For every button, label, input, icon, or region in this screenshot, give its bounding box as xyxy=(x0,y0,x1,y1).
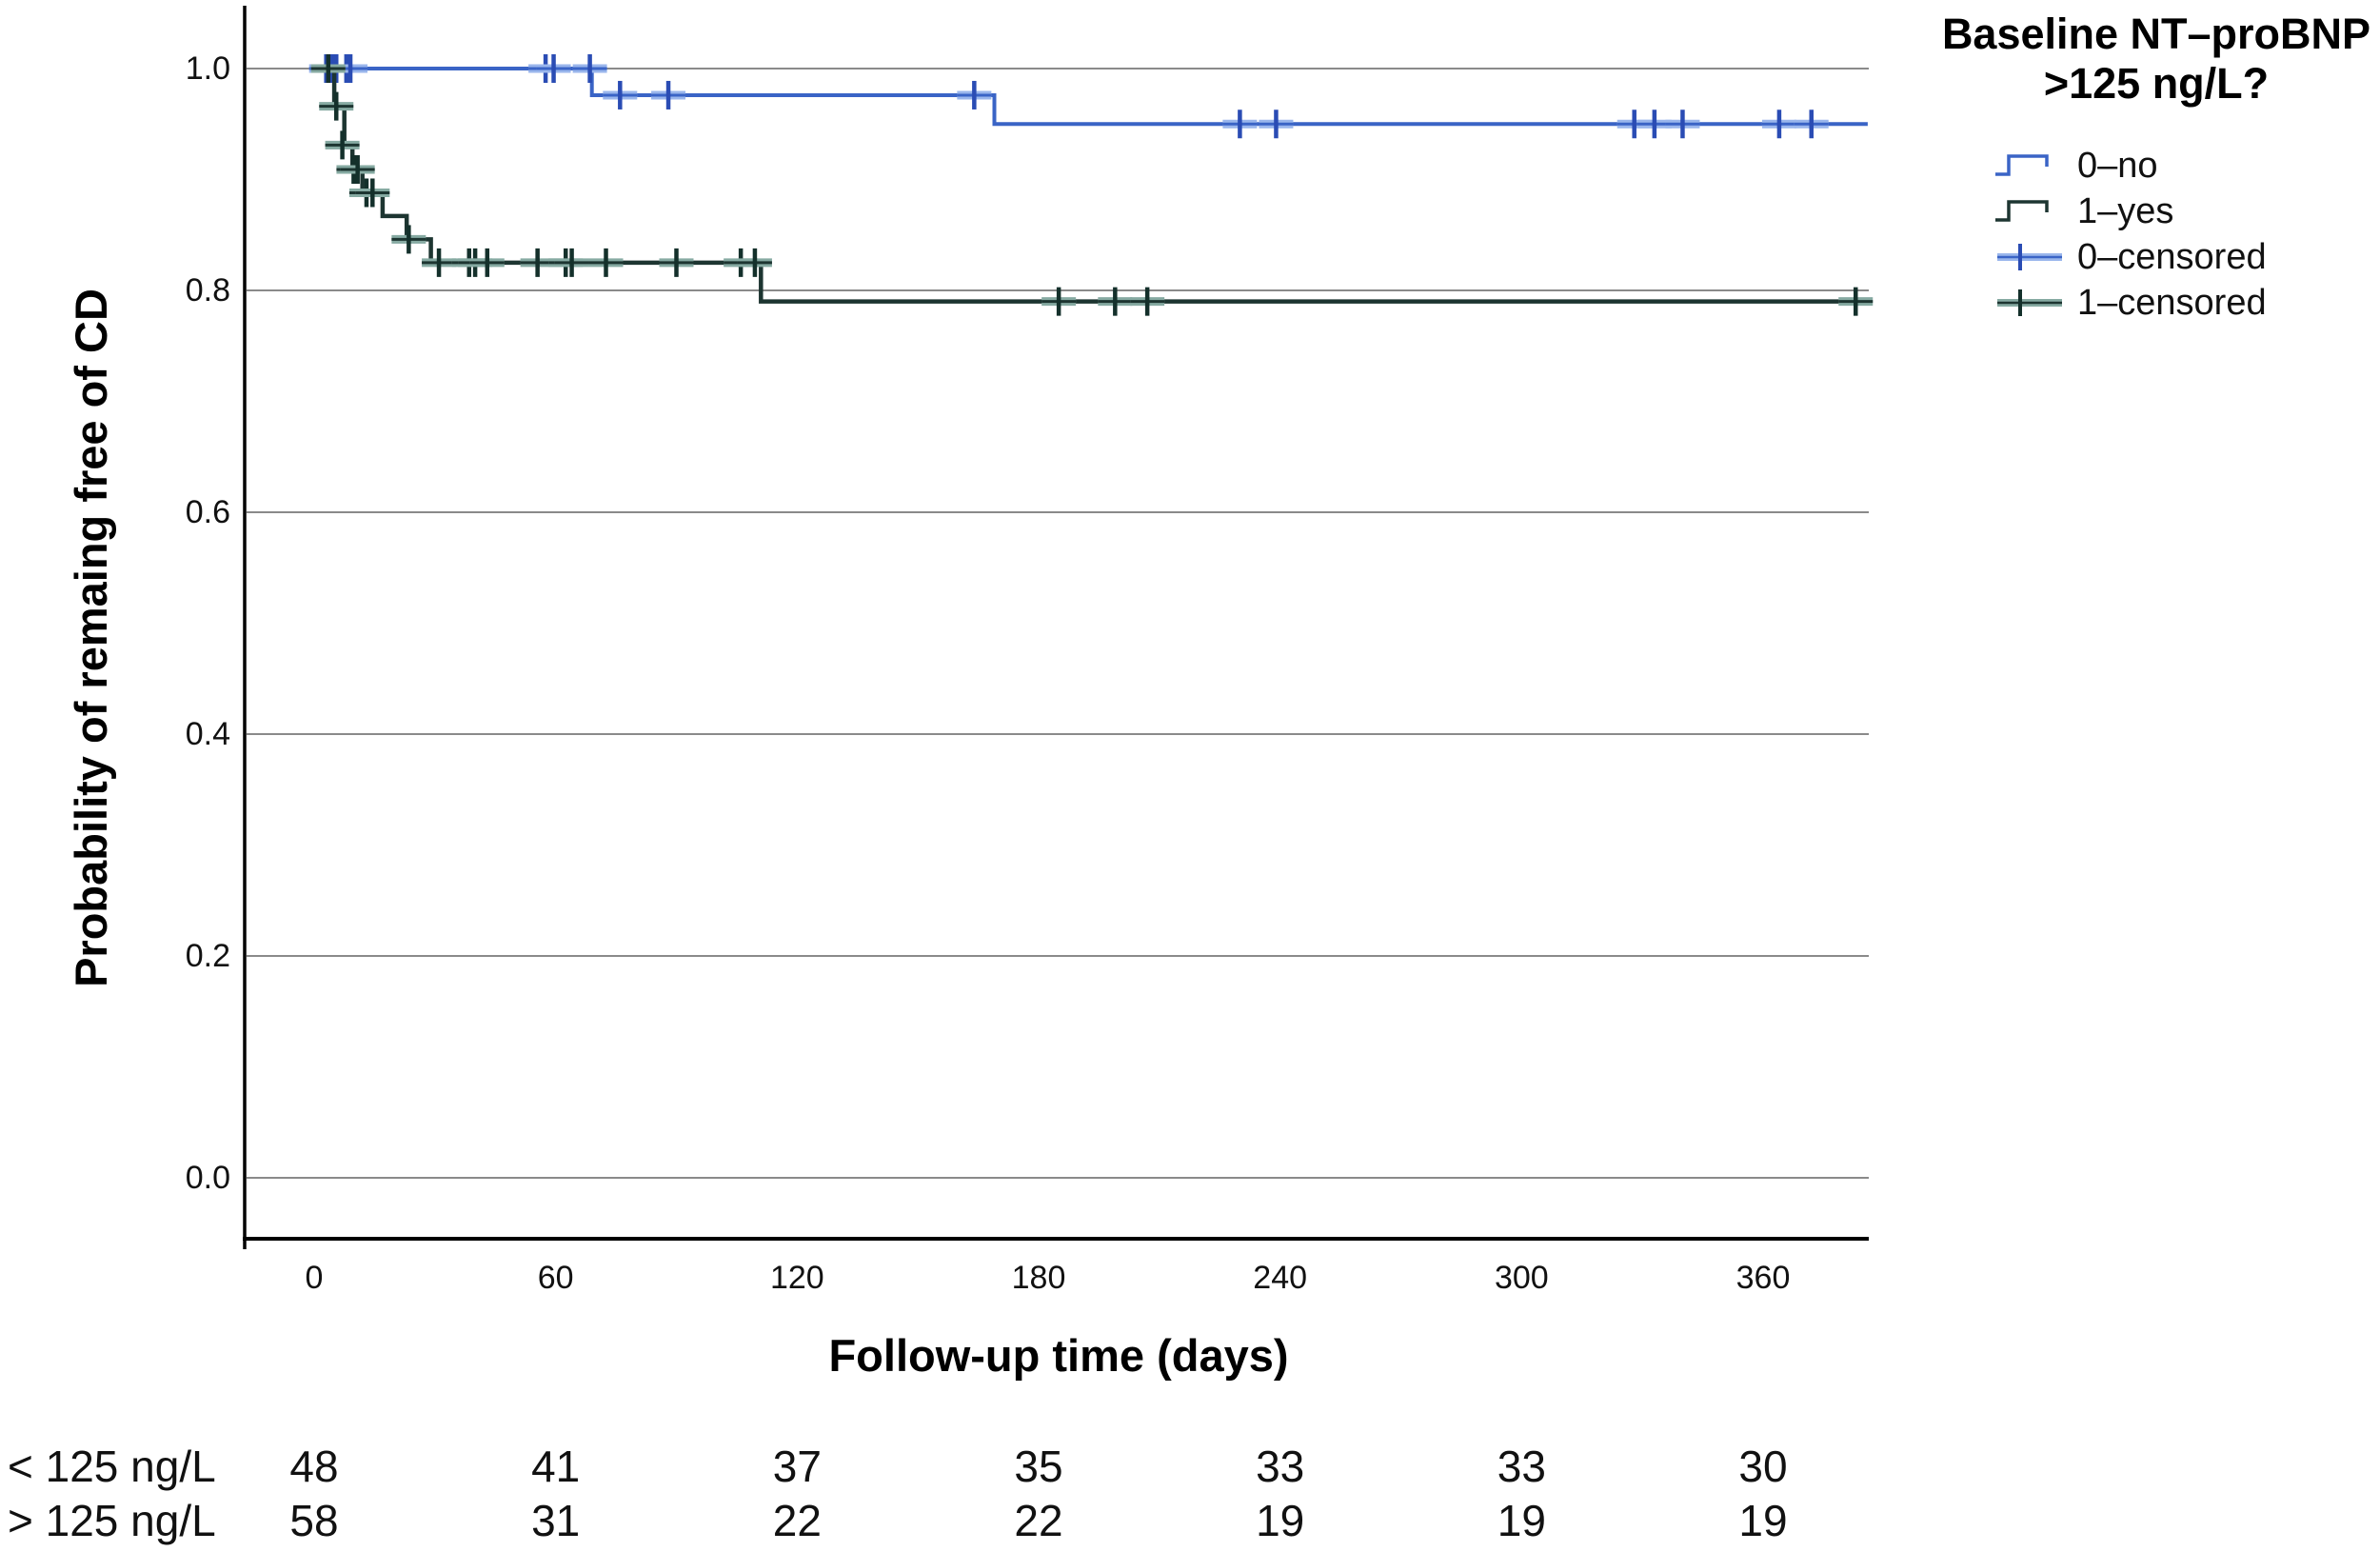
y-tick-label-0.8: 0.8 xyxy=(185,272,230,308)
y-tick-label-0.0: 0.0 xyxy=(185,1160,230,1196)
legend-entry-1-yes: 1–yes xyxy=(1992,189,2267,234)
legend: Baseline NT–proBNP >125 ng/L? 0–no 1–yes… xyxy=(1933,10,2380,323)
legend-title-line2: >125 ng/L? xyxy=(2043,59,2270,108)
y-tick-label-0.2: 0.2 xyxy=(185,938,230,974)
step-line-icon xyxy=(1995,154,2049,176)
x-axis-title: Follow-up time (days) xyxy=(828,1330,1289,1381)
y-tick-label-1.0: 1.0 xyxy=(185,50,230,87)
risk-row-label-above-125: > 125 ng/L xyxy=(8,1496,216,1545)
x-tick-label-300: 300 xyxy=(1494,1260,1549,1296)
legend-entry-label: 0–censored xyxy=(2077,236,2267,277)
risk-value-r1-t240: 19 xyxy=(1256,1496,1305,1545)
x-tick-label-240: 240 xyxy=(1253,1260,1308,1296)
censor-plus-icon xyxy=(1997,244,2062,270)
legend-entry-label: 1–censored xyxy=(2077,282,2267,323)
x-tick-label-60: 60 xyxy=(537,1260,574,1296)
legend-entries: 0–no 1–yes 0–censored 1–censored xyxy=(1992,143,2267,326)
risk-value-r0-t120: 37 xyxy=(772,1442,822,1491)
step-glyph xyxy=(1995,154,2049,176)
legend-entry-label: 0–no xyxy=(2077,145,2158,186)
y-tick-label-0.6: 0.6 xyxy=(185,494,230,530)
risk-value-r0-t360: 30 xyxy=(1738,1442,1788,1491)
risk-value-r0-t300: 33 xyxy=(1497,1442,1546,1491)
legend-entry-0-no: 0–no xyxy=(1992,143,2267,189)
risk-value-r1-t60: 31 xyxy=(531,1496,581,1545)
risk-value-r0-t0: 48 xyxy=(289,1442,339,1491)
legend-entry-label: 1–yes xyxy=(2077,190,2174,231)
risk-value-r1-t120: 22 xyxy=(772,1496,822,1545)
risk-value-r1-t360: 19 xyxy=(1738,1496,1788,1545)
y-axis-title: Probability of remaing free of CD xyxy=(66,289,116,987)
x-tick-label-120: 120 xyxy=(769,1260,824,1296)
risk-value-r1-t0: 58 xyxy=(289,1496,339,1545)
risk-value-r1-t300: 19 xyxy=(1497,1496,1546,1545)
risk-row-label-below-125: < 125 ng/L xyxy=(8,1442,216,1491)
y-tick-label-0.4: 0.4 xyxy=(185,716,230,752)
risk-value-r0-t240: 33 xyxy=(1256,1442,1305,1491)
risk-value-r0-t180: 35 xyxy=(1014,1442,1063,1491)
legend-entry-0-censored: 0–censored xyxy=(1992,234,2267,280)
step-line-icon xyxy=(1995,200,2049,222)
censor-plus-icon xyxy=(1997,289,2062,316)
x-tick-label-360: 360 xyxy=(1735,1260,1791,1296)
legend-title-line1: Baseline NT–proBNP xyxy=(1941,10,2371,58)
legend-entry-1-censored: 1–censored xyxy=(1992,280,2267,326)
x-tick-label-0: 0 xyxy=(305,1260,324,1296)
x-tick-label-180: 180 xyxy=(1011,1260,1066,1296)
risk-value-r0-t60: 41 xyxy=(531,1442,581,1491)
risk-value-r1-t180: 22 xyxy=(1014,1496,1063,1545)
step-glyph xyxy=(1995,200,2049,222)
